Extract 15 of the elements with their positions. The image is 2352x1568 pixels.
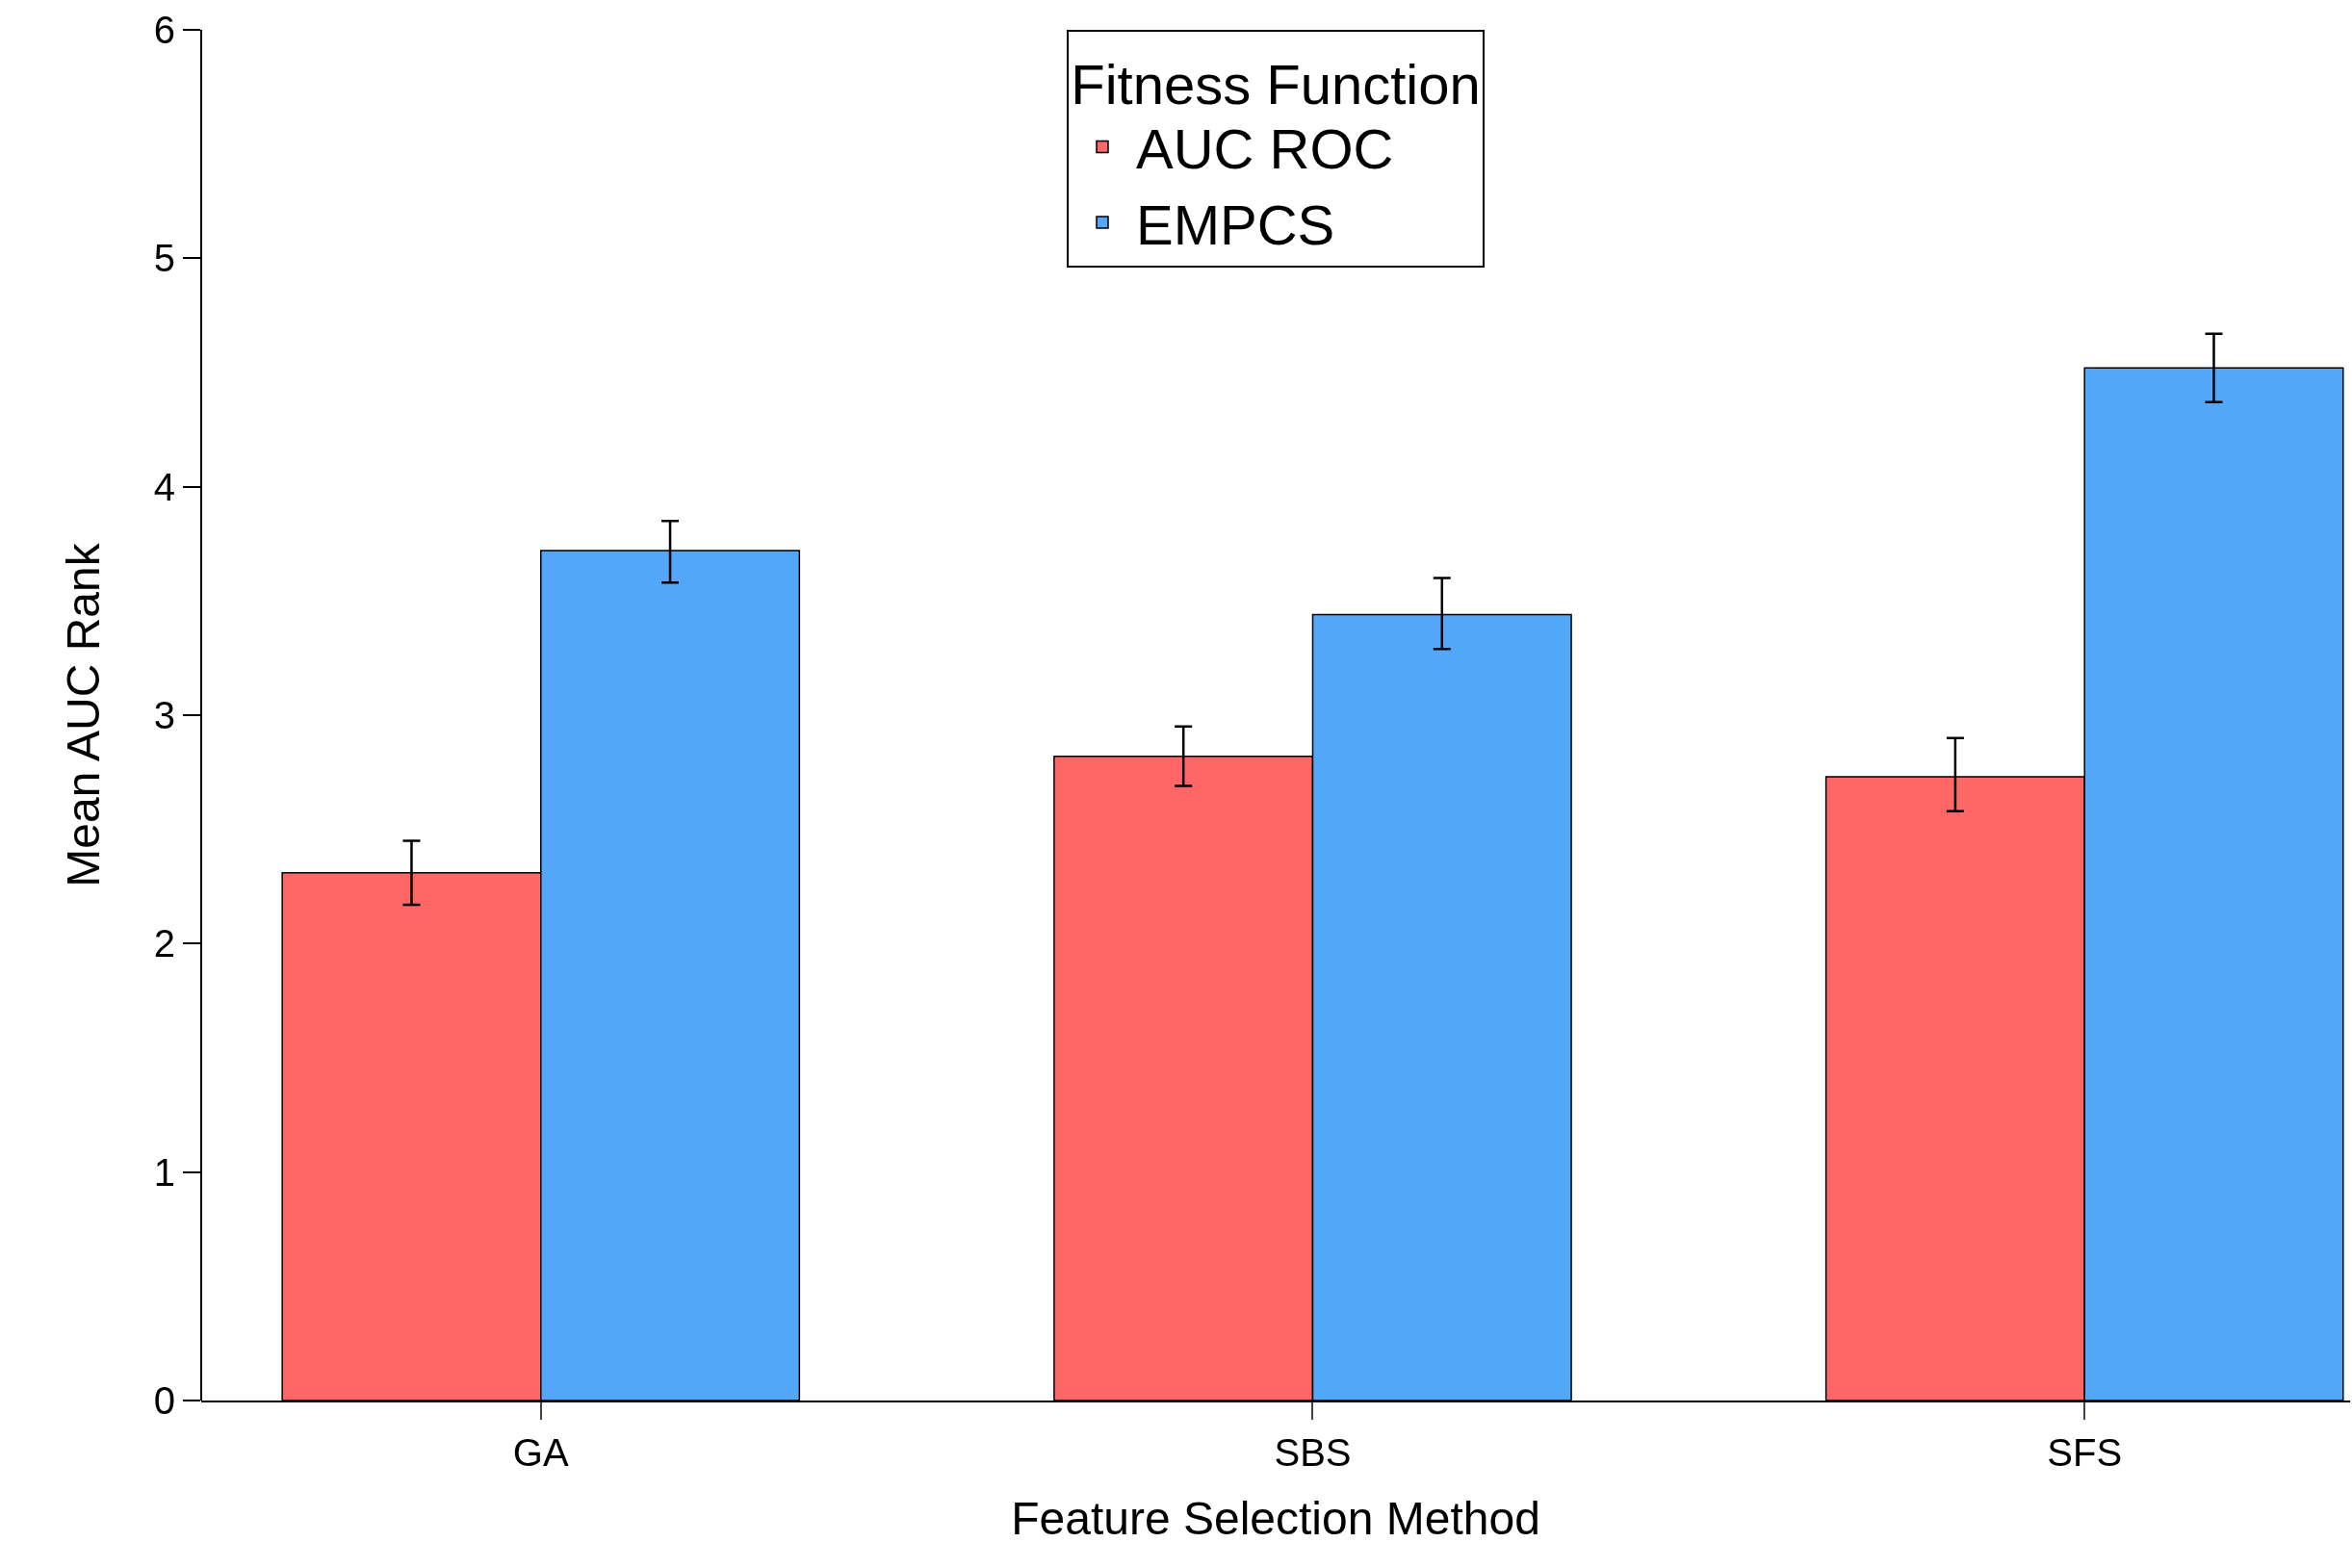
legend-label: EMPCS — [1136, 193, 1335, 256]
legend-title: Fitness Function — [1071, 53, 1481, 116]
x-tick-label: GA — [512, 1431, 569, 1474]
y-tick-label: 5 — [153, 237, 175, 280]
x-tick-label: SFS — [2047, 1431, 2123, 1474]
x-axis-title: Feature Selection Method — [1011, 1492, 1540, 1544]
x-tick-label: SBS — [1274, 1431, 1352, 1474]
y-tick-label: 1 — [153, 1150, 175, 1194]
y-tick-label: 4 — [153, 465, 175, 508]
y-tick-label: 2 — [153, 922, 175, 965]
y-tick-label: 3 — [153, 694, 175, 736]
legend-label: AUC ROC — [1136, 117, 1394, 181]
y-axis-title: Mean AUC Rank — [58, 542, 110, 887]
y-tick-label: 6 — [153, 9, 175, 51]
y-tick-label: 0 — [153, 1379, 175, 1422]
